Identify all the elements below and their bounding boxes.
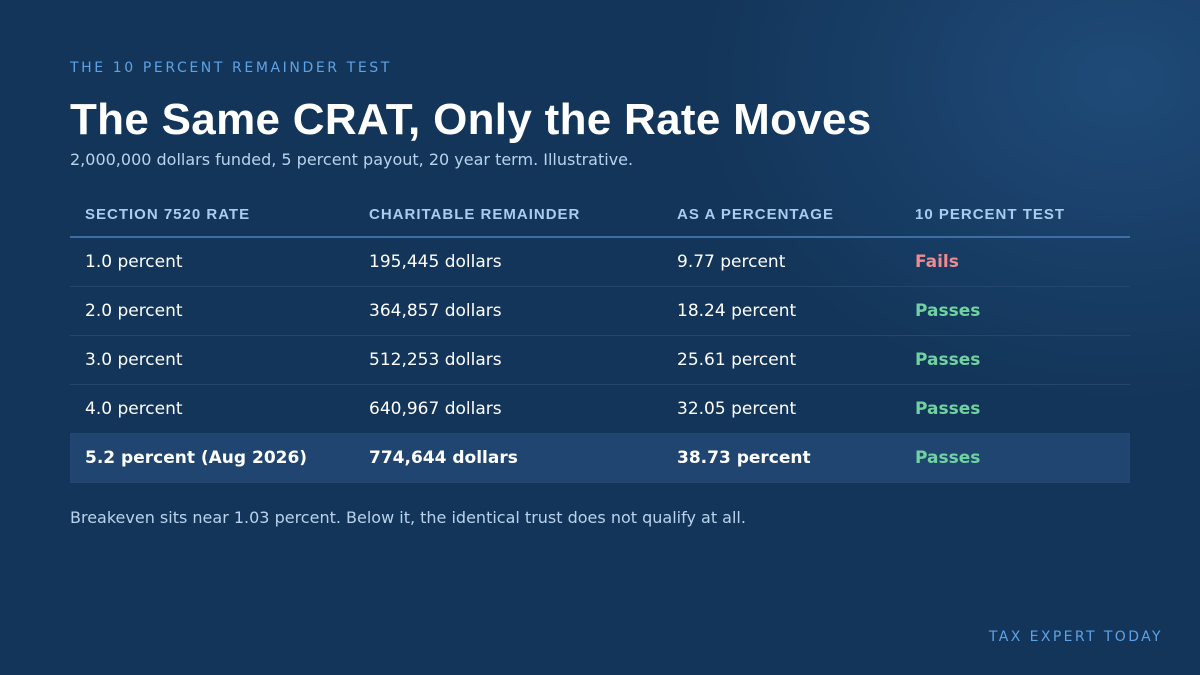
rate-cell: 1.0 percent bbox=[85, 252, 183, 272]
rate-cell: 5.2 percent (Aug 2026) bbox=[85, 448, 308, 468]
remainder-cell: 512,253 dollars bbox=[369, 350, 502, 370]
remainder-cell: 195,445 dollars bbox=[369, 252, 502, 272]
rate-cell: 3.0 percent bbox=[85, 350, 183, 370]
table-row-current-rate: 5.2 percent (Aug 2026) 774,644 dollars 3… bbox=[70, 434, 1130, 483]
rate-table: SECTION 7520 RATE CHARITABLE REMAINDER A… bbox=[70, 192, 1130, 483]
header-10-percent-test: 10 PERCENT TEST bbox=[915, 206, 1066, 223]
remainder-cell: 640,967 dollars bbox=[369, 399, 502, 419]
header-section-7520-rate: SECTION 7520 RATE bbox=[85, 206, 251, 223]
slide-title: The Same CRAT, Only the Rate Moves bbox=[70, 95, 872, 144]
table-row: 4.0 percent 640,967 dollars 32.05 percen… bbox=[70, 385, 1130, 434]
rate-cell: 4.0 percent bbox=[85, 399, 183, 419]
remainder-cell: 774,644 dollars bbox=[369, 448, 518, 468]
rate-cell: 2.0 percent bbox=[85, 301, 183, 321]
test-result-passes: Passes bbox=[915, 350, 981, 370]
table-row: 1.0 percent 195,445 dollars 9.77 percent… bbox=[70, 238, 1130, 287]
test-result-passes: Passes bbox=[915, 399, 981, 419]
table-row: 2.0 percent 364,857 dollars 18.24 percen… bbox=[70, 287, 1130, 336]
percentage-cell: 25.61 percent bbox=[677, 350, 797, 370]
test-result-passes: Passes bbox=[915, 448, 981, 468]
test-result-passes: Passes bbox=[915, 301, 981, 321]
footnote: Breakeven sits near 1.03 percent. Below … bbox=[70, 508, 746, 527]
percentage-cell: 32.05 percent bbox=[677, 399, 797, 419]
header-as-a-percentage: AS A PERCENTAGE bbox=[677, 206, 834, 223]
table-header: SECTION 7520 RATE CHARITABLE REMAINDER A… bbox=[70, 192, 1130, 238]
brand-label: TAX EXPERT TODAY bbox=[988, 629, 1163, 645]
percentage-cell: 18.24 percent bbox=[677, 301, 797, 321]
remainder-cell: 364,857 dollars bbox=[369, 301, 502, 321]
eyebrow-label: THE 10 PERCENT REMAINDER TEST bbox=[70, 60, 392, 76]
percentage-cell: 9.77 percent bbox=[677, 252, 786, 272]
header-charitable-remainder: CHARITABLE REMAINDER bbox=[369, 206, 581, 223]
test-result-fails: Fails bbox=[915, 252, 959, 272]
table-row: 3.0 percent 512,253 dollars 25.61 percen… bbox=[70, 336, 1130, 385]
percentage-cell: 38.73 percent bbox=[677, 448, 811, 468]
slide-subtitle: 2,000,000 dollars funded, 5 percent payo… bbox=[70, 150, 634, 169]
